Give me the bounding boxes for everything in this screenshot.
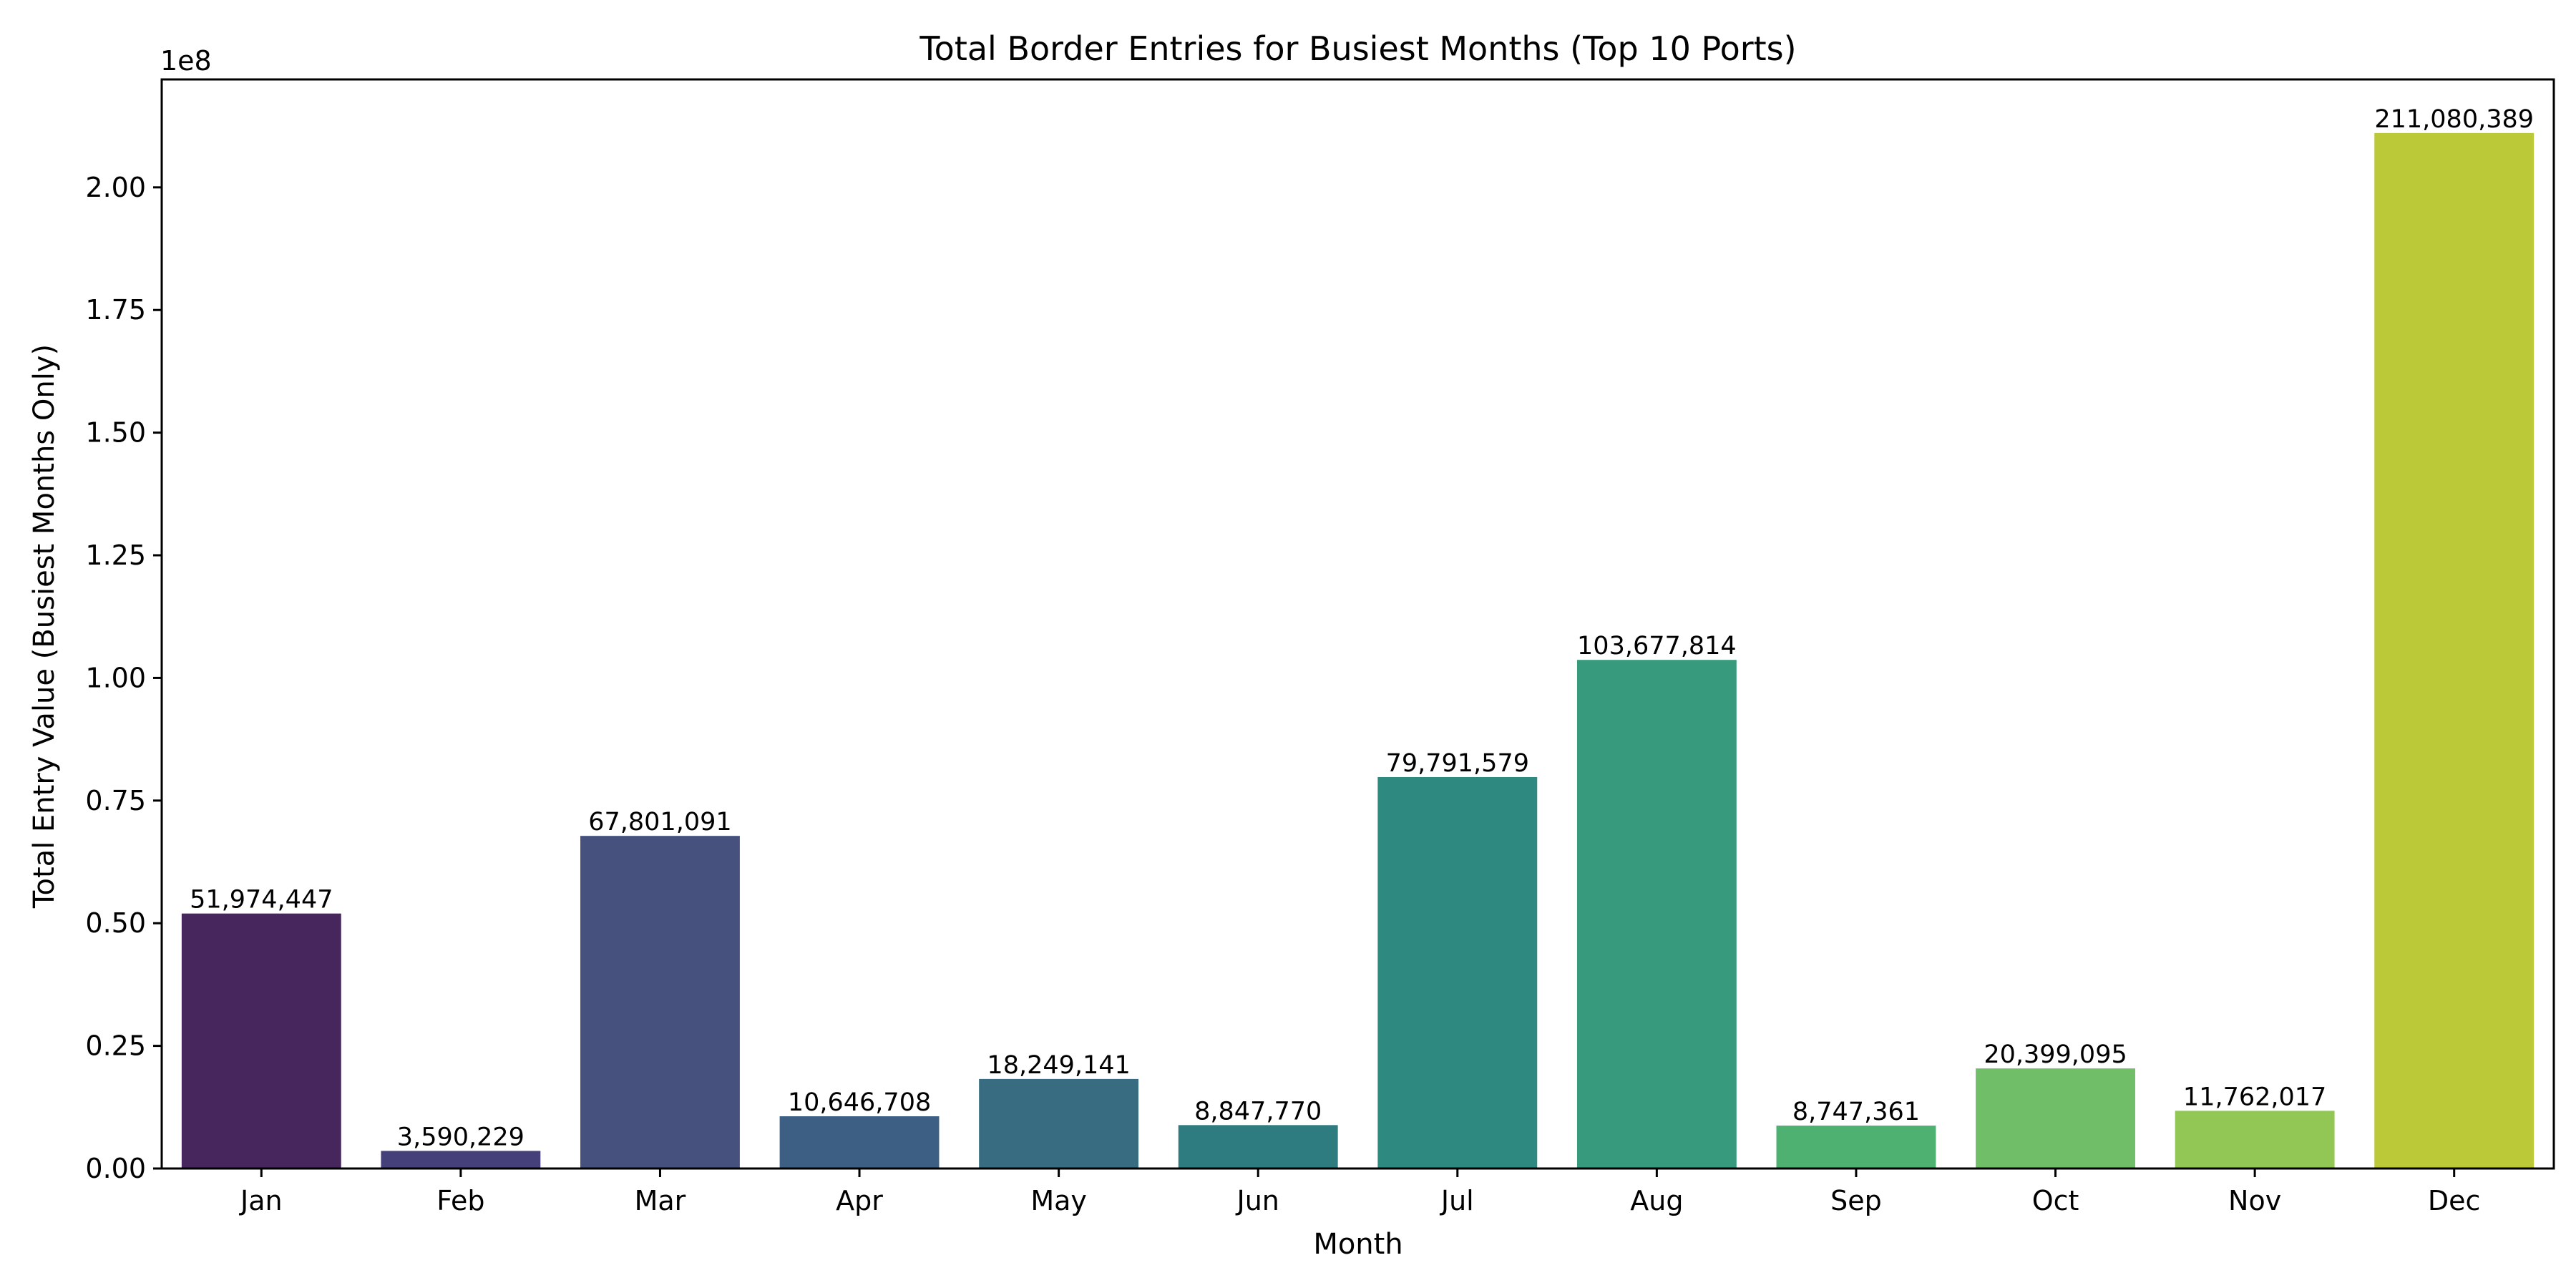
bar-oct <box>1976 1068 2135 1169</box>
data-label-feb: 3,590,229 <box>397 1123 525 1151</box>
bar-may <box>979 1078 1139 1169</box>
bar-jul <box>1377 776 1538 1169</box>
x-tick-label-jan: Jan <box>239 1185 283 1216</box>
bar-mar <box>580 836 740 1169</box>
y-axis: 0.00 0.25 0.50 0.75 1.00 1.25 1.50 1.75 2.00 <box>85 172 162 1184</box>
y-tick-label: 0.25 <box>85 1030 146 1062</box>
x-axis: Jan Feb Mar Apr May Jun Jul Aug Sep Oct Nov Dec <box>239 1169 2480 1216</box>
y-tick-label: 0.75 <box>85 785 146 816</box>
x-tick-label-nov: Nov <box>2228 1185 2281 1216</box>
bars-group <box>181 132 2534 1169</box>
data-label-dec: 211,080,389 <box>2374 105 2534 134</box>
x-tick-label-dec: Dec <box>2428 1185 2481 1216</box>
bar-nov <box>2175 1111 2335 1169</box>
bar-jan <box>181 913 341 1169</box>
data-label-nov: 11,762,017 <box>2183 1083 2326 1111</box>
x-tick-label-oct: Oct <box>2032 1185 2079 1216</box>
x-axis-label: Month <box>1313 1228 1402 1261</box>
chart-title: Total Border Entries for Busiest Months … <box>919 29 1796 68</box>
data-label-mar: 67,801,091 <box>588 808 731 836</box>
x-tick-label-mar: Mar <box>635 1185 686 1216</box>
data-label-sep: 8,747,361 <box>1792 1098 1920 1126</box>
x-tick-label-may: May <box>1030 1185 1087 1216</box>
y-tick-label: 1.00 <box>85 662 146 693</box>
data-label-may: 18,249,141 <box>987 1051 1130 1080</box>
y-axis-offset-label: 1e8 <box>160 45 212 77</box>
data-label-oct: 20,399,095 <box>1984 1040 2127 1069</box>
data-label-aug: 103,677,814 <box>1577 632 1737 660</box>
y-tick-label: 1.50 <box>85 417 146 449</box>
y-tick-label: 2.00 <box>85 172 146 203</box>
y-tick-label: 0.00 <box>85 1153 146 1184</box>
data-label-jul: 79,791,579 <box>1386 749 1529 778</box>
x-tick-label-apr: Apr <box>836 1185 883 1216</box>
x-tick-label-aug: Aug <box>1630 1185 1683 1216</box>
bar-apr <box>779 1116 940 1169</box>
bar-dec <box>2374 132 2534 1169</box>
data-label-jun: 8,847,770 <box>1194 1097 1322 1126</box>
bar-jun <box>1178 1125 1338 1169</box>
bar-aug <box>1576 660 1737 1169</box>
x-tick-label-jun: Jun <box>1236 1185 1279 1216</box>
x-tick-label-feb: Feb <box>436 1185 484 1216</box>
y-tick-label: 1.25 <box>85 540 146 571</box>
x-tick-label-sep: Sep <box>1830 1185 1882 1216</box>
x-tick-label-jul: Jul <box>1440 1185 1474 1216</box>
data-label-jan: 51,974,447 <box>190 886 333 914</box>
bar-feb <box>381 1151 541 1169</box>
y-axis-label: Total Entry Value (Busiest Months Only) <box>28 344 61 909</box>
y-tick-label: 1.75 <box>85 294 146 326</box>
data-label-apr: 10,646,708 <box>788 1088 931 1117</box>
plot-frame <box>160 78 2555 1170</box>
y-tick-label: 0.50 <box>85 907 146 939</box>
bar-sep <box>1776 1126 1936 1169</box>
data-labels-group: 51,974,447 3,590,229 67,801,091 10,646,708 1… <box>190 105 2534 1152</box>
